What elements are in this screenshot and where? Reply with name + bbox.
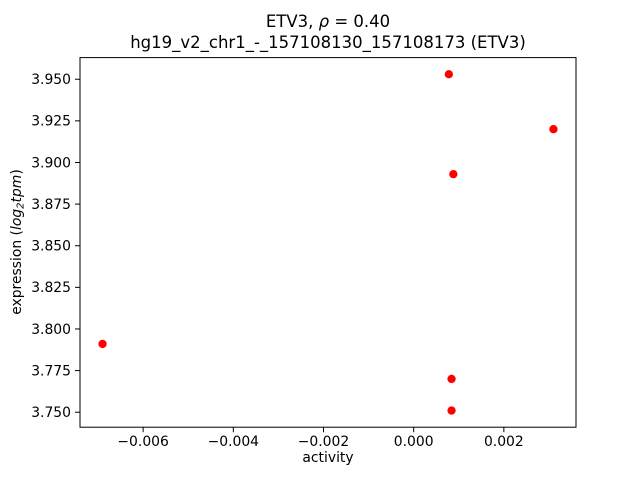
chart-title-prefix: ETV3,	[265, 12, 319, 31]
data-point	[549, 125, 558, 134]
y-tick-label: 3.750	[31, 405, 71, 421]
x-tick-label: 0.000	[394, 434, 434, 450]
y-tick-label: 3.825	[31, 280, 71, 296]
data-point	[444, 70, 453, 79]
y-tick-label: 3.900	[31, 155, 71, 171]
chart-title: ETV3, ρ = 0.40	[80, 12, 576, 33]
data-point	[447, 374, 456, 384]
y-tick-label: 3.800	[31, 322, 71, 338]
rho-symbol: ρ	[318, 12, 330, 31]
chart-title-block: ETV3, ρ = 0.40 hg19_v2_chr1_-_157108130_…	[80, 12, 576, 53]
data-point	[447, 406, 456, 415]
x-tick-label: −0.006	[117, 434, 168, 450]
data-point	[98, 339, 107, 349]
x-tick-label: −0.002	[298, 434, 349, 450]
x-axis-label: activity	[302, 450, 354, 466]
x-tick-label: −0.004	[208, 434, 260, 450]
y-tick-label: 3.850	[31, 239, 71, 255]
y-tick-label: 3.775	[31, 363, 71, 379]
data-point	[449, 169, 458, 179]
x-tick-label: 0.002	[484, 434, 524, 450]
plot-frame	[79, 57, 577, 428]
chart-subtitle: hg19_v2_chr1_-_157108130_157108173 (ETV3…	[130, 32, 526, 52]
y-tick-label: 3.925	[31, 114, 71, 130]
y-tick-label: 3.950	[31, 72, 71, 88]
chart-title-suffix: = 0.40	[329, 12, 391, 31]
y-tick-label: 3.875	[31, 197, 71, 213]
